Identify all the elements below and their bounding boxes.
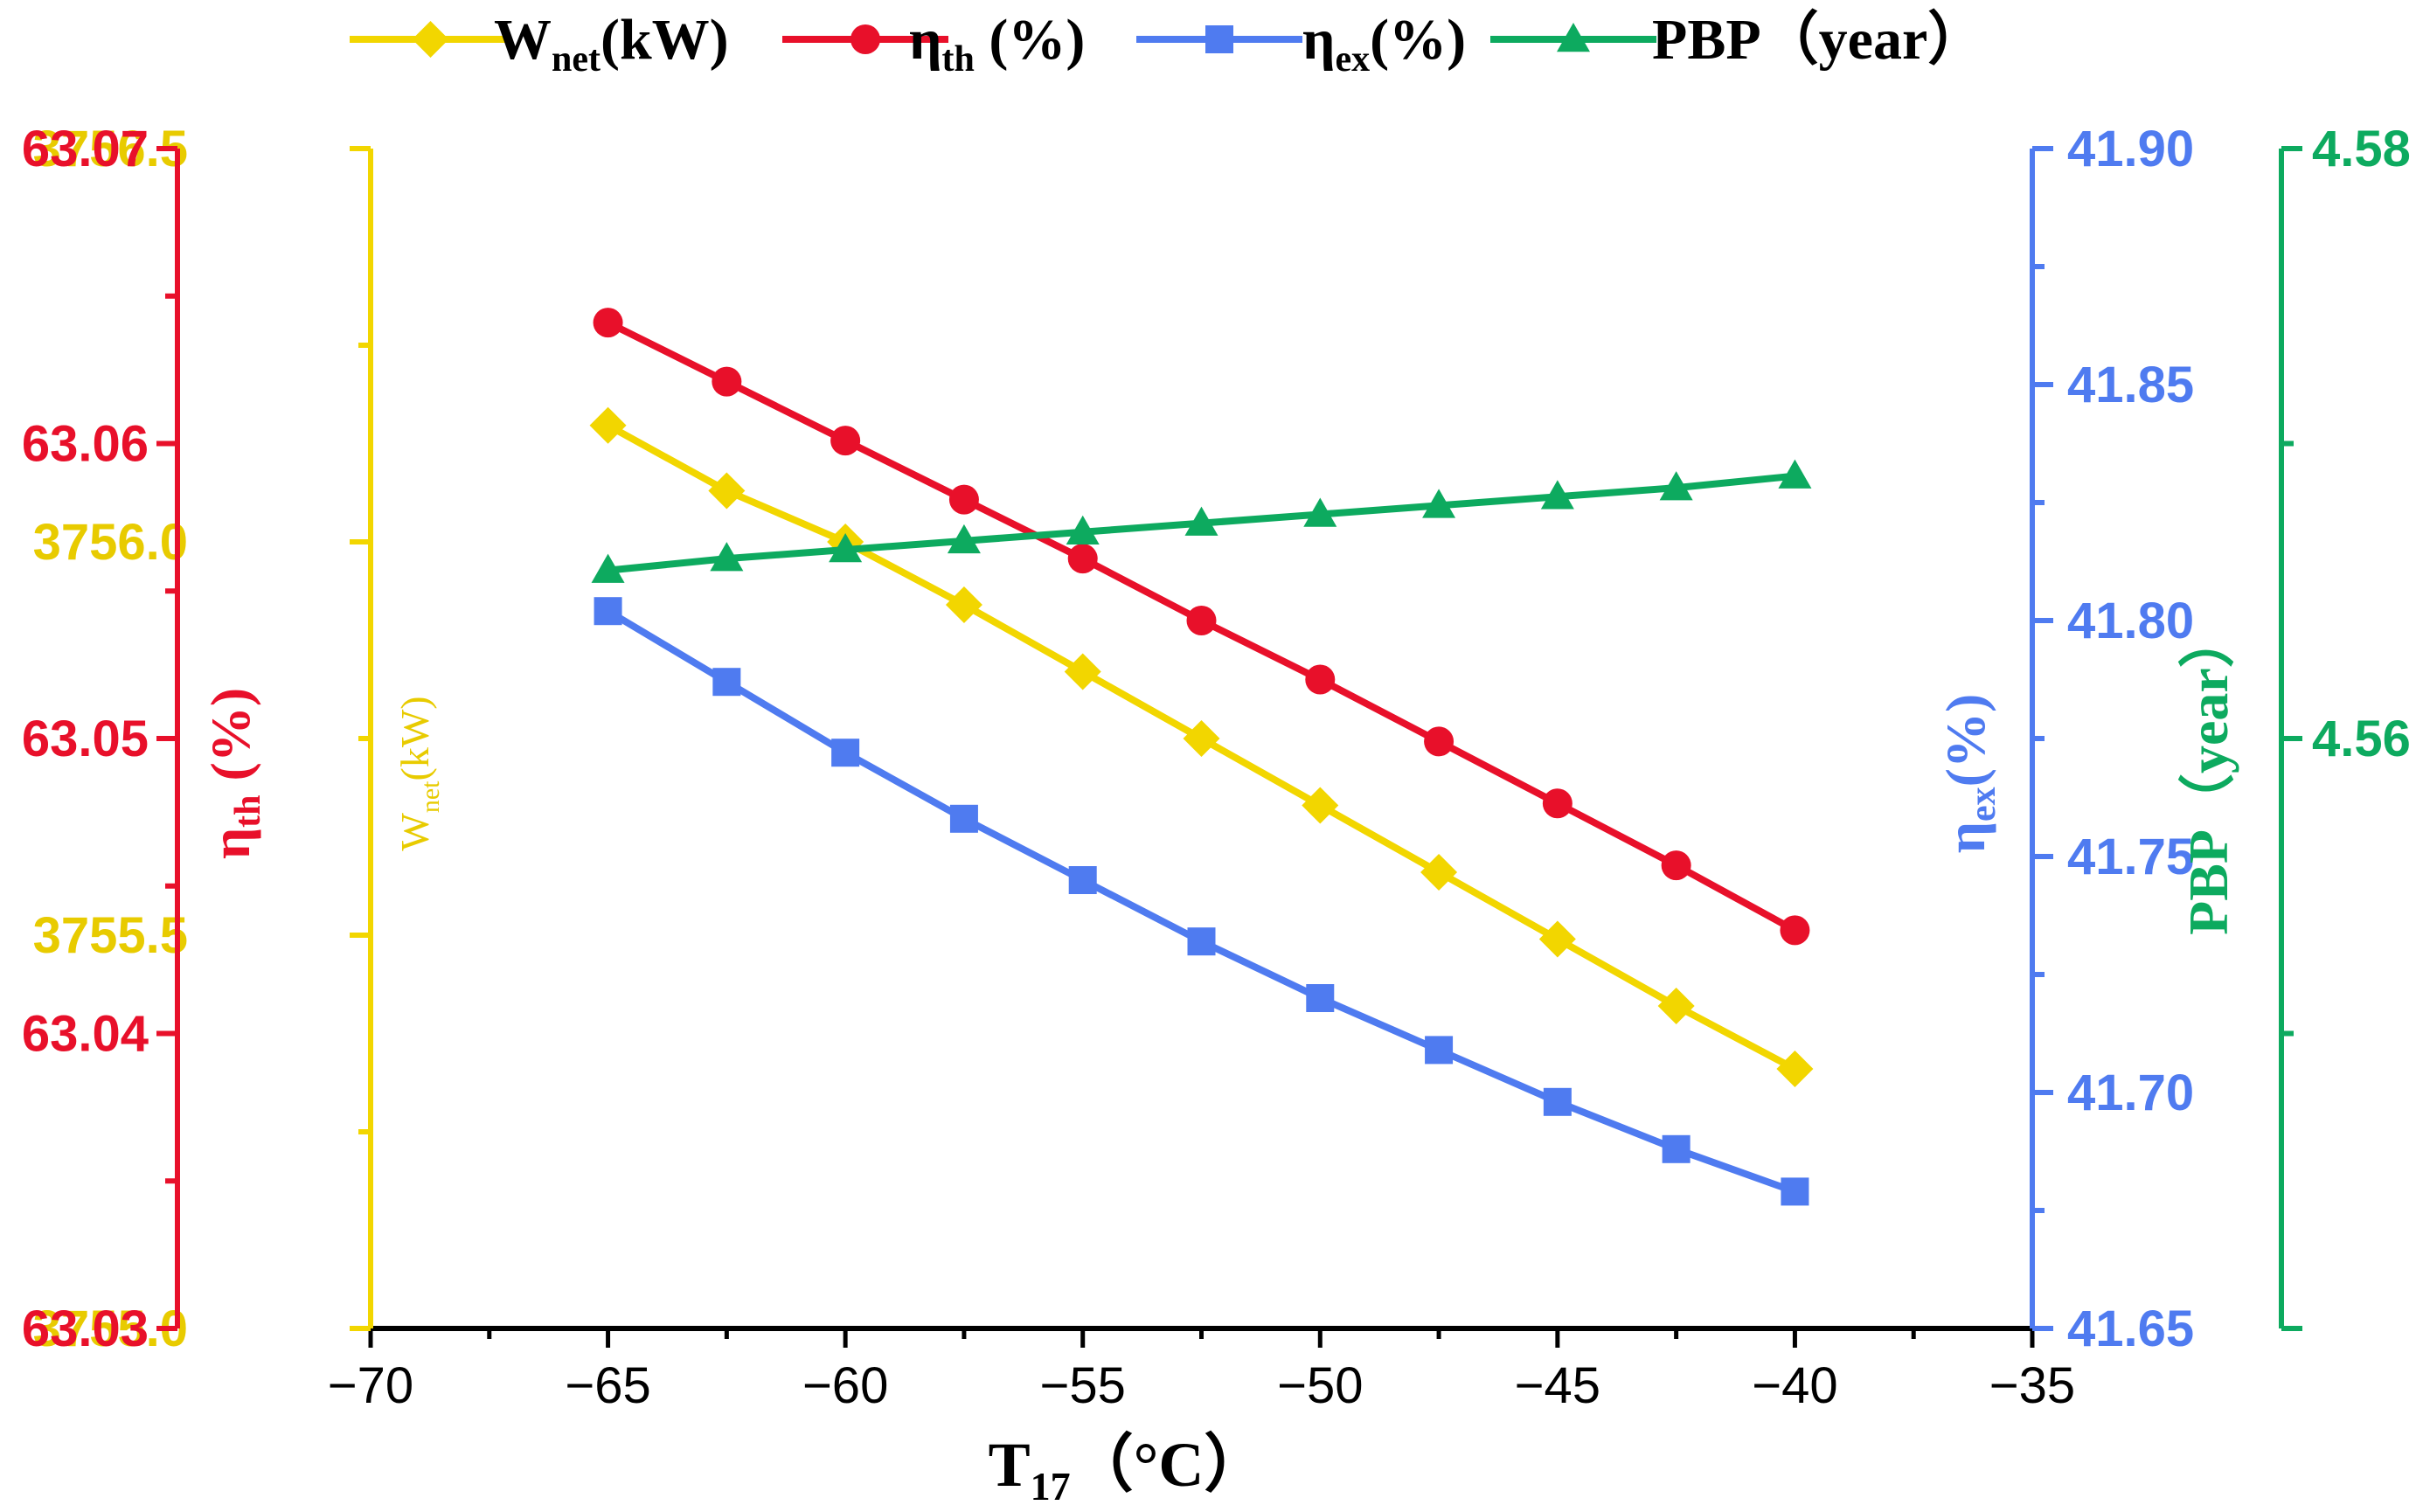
eex-point [1187, 927, 1216, 956]
wnet-y-axis-title: Wnet(kW) [392, 696, 445, 850]
eex-point [1781, 1177, 1809, 1206]
eex-y-tick-label: 41.85 [2067, 357, 2194, 413]
x-tick-label: −65 [565, 1357, 650, 1414]
pbp-point [1540, 480, 1574, 510]
legend-label-eex: ηex(%) [1302, 8, 1466, 80]
x-tick-label: −60 [802, 1357, 888, 1414]
wnet-point [1538, 920, 1576, 958]
legend-label-pbp: PBP（year） [1652, 7, 1985, 72]
wnet-point [589, 406, 627, 444]
wnet-point [1657, 988, 1695, 1024]
eth-point [1661, 850, 1691, 881]
pbp-point [947, 524, 981, 554]
wnet-y-tick-label: 3755.5 [33, 907, 188, 964]
pbp-point [1303, 497, 1337, 527]
eex-point [1662, 1134, 1691, 1163]
wnet-point [1183, 720, 1220, 757]
eth-point [1067, 544, 1098, 574]
legend-label-wnet: Wnet(kW) [494, 8, 729, 80]
eth-point [593, 308, 623, 338]
pbp-point [1659, 471, 1693, 501]
eex-series-line [606, 607, 1796, 1196]
pbp-y-tick-label: 4.56 [2312, 711, 2411, 767]
legend-marker-wnet [412, 21, 449, 58]
x-tick-label: −70 [328, 1357, 413, 1414]
eth-point [1424, 726, 1454, 757]
eth-y-tick-label: 63.03 [22, 1300, 149, 1357]
x-tick-label: −40 [1752, 1357, 1837, 1414]
x-tick-label: −55 [1040, 1357, 1126, 1414]
wnet-point [1064, 653, 1101, 690]
x-tick-label: −45 [1515, 1357, 1600, 1414]
wnet-point [1302, 787, 1339, 824]
eth-point [712, 366, 742, 397]
wnet-point [945, 586, 982, 623]
legend-marker-eex [1205, 25, 1233, 53]
eex-point [1068, 866, 1097, 894]
eth-y-tick-label: 63.07 [22, 121, 149, 177]
eth-point [1305, 664, 1336, 695]
eth-y-tick-label: 63.05 [22, 711, 149, 767]
eth-point [1186, 606, 1217, 635]
pbp-point [1778, 459, 1812, 489]
eth-point [830, 426, 861, 456]
pbp-y-tick-label: 4.58 [2312, 121, 2411, 177]
eex-point [949, 804, 978, 833]
eth-y-axis-title: ηth (%) [199, 688, 268, 859]
wnet-point [1420, 854, 1458, 891]
eex-point [831, 739, 860, 767]
eth-y-tick-label: 63.06 [22, 416, 149, 473]
eth-point [1780, 915, 1810, 946]
pbp-point [710, 542, 744, 572]
pbp-point [829, 533, 863, 563]
eex-y-tick-label: 41.65 [2067, 1300, 2194, 1357]
eex-point [1425, 1036, 1454, 1065]
eth-point [1542, 788, 1573, 819]
pbp-point [1066, 515, 1100, 544]
legend-label-eth: ηth (%) [909, 8, 1085, 80]
eth-y-tick-label: 63.04 [22, 1006, 149, 1063]
eex-y-axis-title: ηex(%) [1934, 694, 2003, 854]
pbp-point [1184, 506, 1218, 536]
eth-point [948, 484, 979, 515]
eex-y-tick-label: 41.70 [2067, 1065, 2194, 1121]
legend-marker-pbp [1557, 23, 1590, 52]
x-tick-label: −35 [1989, 1357, 2075, 1414]
wnet-point [708, 472, 746, 510]
eex-point [1543, 1087, 1572, 1116]
wnet-y-tick-label: 3756.0 [33, 514, 188, 571]
eex-y-tick-label: 41.75 [2067, 829, 2194, 885]
pbp-point [1422, 489, 1456, 518]
pbp-point [591, 553, 625, 583]
eex-point [712, 668, 741, 697]
eex-point [1306, 984, 1335, 1012]
wnet-point [1776, 1051, 1814, 1087]
legend-marker-eth [850, 24, 880, 54]
eex-point [594, 597, 622, 626]
eex-y-tick-label: 41.80 [2067, 593, 2194, 649]
x-axis-title: T17（°C） [989, 1430, 1267, 1508]
pbp-y-axis-title: PBP（year） [2177, 612, 2239, 935]
x-tick-label: −50 [1277, 1357, 1363, 1414]
eex-y-tick-label: 41.90 [2067, 121, 2194, 177]
